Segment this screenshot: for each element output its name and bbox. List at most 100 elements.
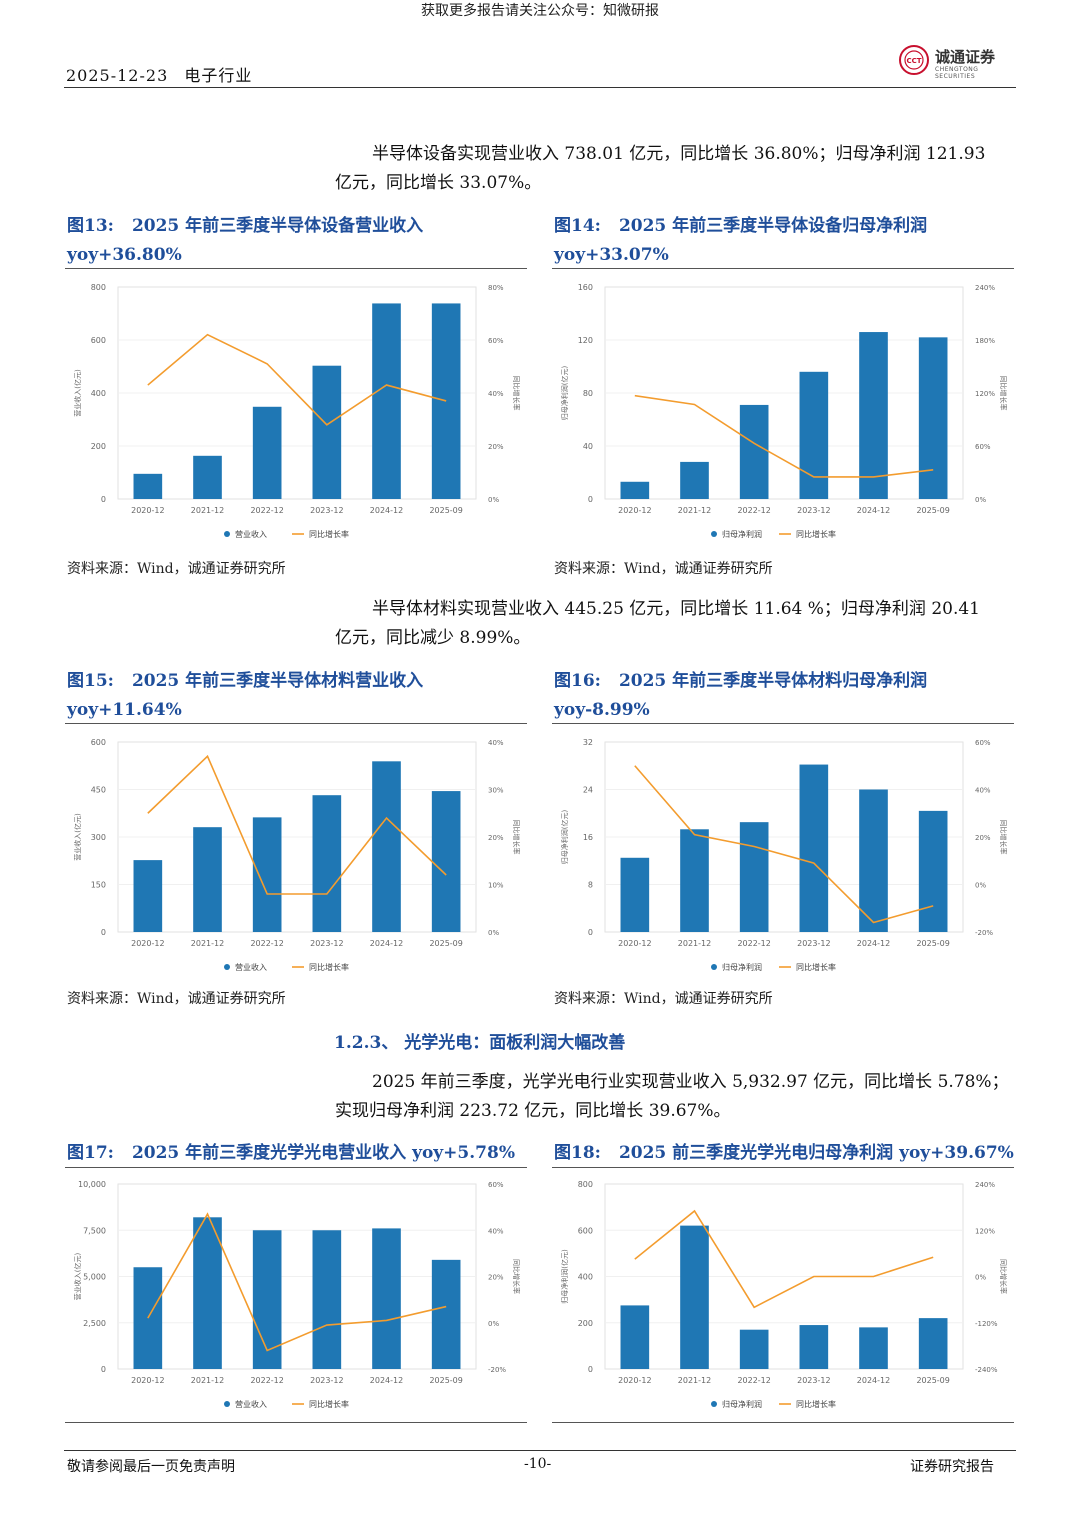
logo-name: 诚通证券 — [935, 48, 996, 66]
y-tick-label: 200 — [578, 1319, 593, 1328]
y-tick-label: 150 — [91, 881, 106, 890]
legend-bar-label: 归母净利润 — [722, 962, 762, 972]
bar — [620, 857, 650, 932]
y2-tick-label: 240% — [975, 1181, 995, 1189]
legend-bar-label: 归母净利润 — [722, 529, 762, 539]
y2-tick-label: 60% — [975, 443, 991, 451]
y2-tick-label: 0% — [975, 1274, 986, 1282]
bar — [918, 1318, 948, 1369]
y-axis-title: 归母净利润(亿元) — [560, 1249, 569, 1304]
x-tick-label: 2022-12 — [250, 939, 283, 948]
legend-bar-label: 营业收入 — [235, 1399, 267, 1409]
y-tick-label: 300 — [91, 833, 106, 842]
figure-14-title: 图14: 2025 年前三季度半导体设备归母净利润 — [554, 216, 928, 236]
growth-line — [147, 754, 447, 895]
x-tick-label: 2020-12 — [131, 939, 164, 948]
y-axis-title: 归母净利润(亿元) — [560, 366, 569, 421]
y-axis-title: 归母净利润(亿元) — [560, 810, 569, 865]
figure-15-chart: 0 0% 150 10% 300 20% 450 30% 600 40% 营业收入(亿元) 同比增长率… — [73, 738, 521, 972]
y2-tick-label: 10% — [488, 882, 504, 890]
bar — [431, 303, 461, 499]
x-tick-label: 2023-12 — [310, 506, 343, 515]
y-axis-title: 营业收入(亿元) — [73, 813, 82, 861]
figure-13-rule — [65, 268, 527, 269]
y-tick-label: 0 — [101, 495, 106, 504]
y2-tick-label: -20% — [488, 1366, 506, 1374]
company-logo: CCT 诚通证券 CHENGTONG SECURITIES — [897, 44, 1017, 80]
legend-bar-marker — [224, 531, 230, 537]
header-rule — [64, 87, 1016, 88]
y-tick-label: 16 — [583, 833, 593, 842]
figure-18-title: 图18: 2025 前三季度光学光电归母净利润 yoy+39.67% — [554, 1143, 1014, 1163]
bar — [252, 406, 282, 499]
bar — [193, 827, 222, 932]
y2-tick-label: 120% — [975, 1227, 995, 1235]
legend-bar-label: 归母净利润 — [722, 1399, 762, 1409]
y-tick-label: 0 — [588, 495, 593, 504]
growth-line — [147, 333, 447, 426]
footer-disclaimer: 敬请参阅最后一页免责声明 — [67, 1459, 235, 1475]
x-tick-label: 2024-12 — [370, 939, 403, 948]
legend-line-label: 同比增长率 — [796, 1399, 836, 1409]
footer-report-type: 证券研究报告 — [910, 1459, 994, 1475]
paragraph-3-line-1: 2025 年前三季度，光学光电行业实现营业收入 5,932.97 亿元，同比增长… — [372, 1072, 1009, 1092]
bar — [859, 789, 888, 932]
bar — [859, 332, 888, 499]
y-tick-label: 0 — [101, 1365, 106, 1374]
bar — [133, 860, 163, 932]
x-tick-label: 2023-12 — [310, 1376, 343, 1385]
y2-tick-label: 20% — [975, 834, 991, 842]
legend-bar-marker — [224, 1401, 230, 1407]
x-tick-label: 2021-12 — [678, 939, 711, 948]
legend-bar-label: 营业收入 — [235, 529, 267, 539]
figure-14-chart: 0 0% 40 60% 80 120% 120 180% 160 240% 归母净利润(亿元) 同比增… — [560, 283, 1008, 539]
figure-13-chart: 0 0% 200 20% 400 40% 600 60% 800 80% 营业收入(亿元) 同比增长率… — [73, 283, 521, 539]
paragraph-1-line-1: 半导体设备实现营业收入 738.01 亿元，同比增长 36.80%；归母净利润 … — [372, 144, 986, 164]
y2-tick-label: 80% — [488, 284, 504, 292]
y2-tick-label: -240% — [975, 1366, 998, 1374]
x-tick-label: 2025-09 — [429, 939, 462, 948]
bar — [918, 810, 948, 932]
figure-17-chart: 0 -20% 2,500 0% 5,000 20% 7,500 40% 10,000 60% 营业收… — [73, 1180, 521, 1409]
x-tick-label: 2020-12 — [618, 1376, 651, 1385]
y2-tick-label: 0% — [975, 882, 986, 890]
figure-16-source: 资料来源：Wind，诚通证券研究所 — [554, 991, 773, 1007]
x-tick-label: 2023-12 — [797, 939, 830, 948]
x-tick-label: 2022-12 — [737, 939, 770, 948]
logo-en: CHENGTONG SECURITIES — [935, 66, 979, 80]
bar — [680, 461, 709, 499]
x-tick-label: 2024-12 — [370, 506, 403, 515]
x-tick-label: 2021-12 — [678, 506, 711, 515]
y-axis-title: 营业收入(亿元) — [73, 1253, 82, 1301]
y2-axis-title: 同比增长率 — [512, 1259, 521, 1294]
top-notice: 获取更多报告请关注公众号：知微研报 — [421, 3, 659, 19]
legend-bar-marker — [224, 964, 230, 970]
y-tick-label: 2,500 — [83, 1319, 106, 1328]
y2-tick-label: 40% — [488, 1227, 504, 1235]
y2-axis-title: 同比增长率 — [999, 376, 1008, 411]
growth-line — [634, 765, 934, 924]
figure-17-rule — [65, 1167, 527, 1168]
y2-axis-title: 同比增长率 — [999, 1259, 1008, 1294]
y2-tick-label: 0% — [975, 496, 986, 504]
bar — [312, 795, 342, 932]
x-tick-label: 2020-12 — [131, 1376, 164, 1385]
x-tick-label: 2025-09 — [916, 506, 949, 515]
y-tick-label: 32 — [583, 738, 593, 747]
y-tick-label: 200 — [91, 442, 106, 451]
x-tick-label: 2025-09 — [916, 939, 949, 948]
bar — [252, 817, 282, 932]
figure-17-bottom-rule — [65, 1422, 527, 1423]
y2-tick-label: 60% — [488, 337, 504, 345]
y2-tick-label: 20% — [488, 1274, 504, 1282]
bar — [620, 1305, 650, 1369]
y2-tick-label: 40% — [975, 787, 991, 795]
figure-16-rule — [552, 723, 1014, 724]
section-heading: 1.2.3、 光学光电：面板利润大幅改善 — [334, 1033, 626, 1053]
x-tick-label: 2022-12 — [250, 1376, 283, 1385]
industry-label: 电子行业 — [184, 66, 253, 85]
x-tick-label: 2021-12 — [191, 506, 224, 515]
y2-tick-label: 180% — [975, 337, 995, 345]
y2-tick-label: 120% — [975, 390, 995, 398]
y2-tick-label: -120% — [975, 1320, 998, 1328]
